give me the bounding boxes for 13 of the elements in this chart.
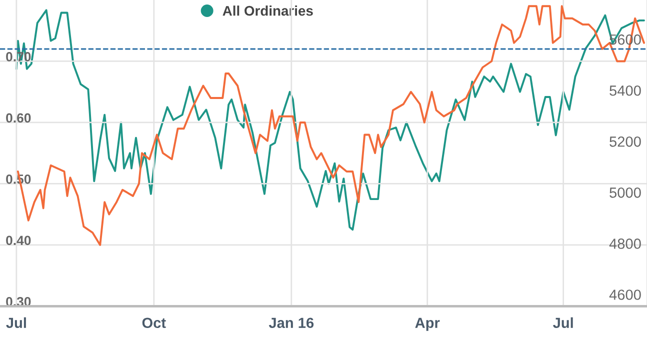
x-tick-label: Jul — [6, 317, 26, 328]
x-tick-label: Jul — [553, 317, 573, 328]
x-tick-label: Jan 16 — [268, 318, 314, 328]
x-tick-label: Oct — [142, 318, 166, 328]
y-tick-label: 0.40 — [6, 236, 31, 246]
x-tick-label: Apr — [415, 318, 440, 331]
y-tick-label: 0.60 — [6, 113, 31, 123]
y2-tick-label: 5400 — [610, 85, 641, 96]
y2-tick-label: 5200 — [610, 136, 641, 147]
y2-tick-label: 4600 — [609, 290, 641, 300]
y2-tick-label: 4800 — [609, 238, 641, 249]
legend-label: All Ordinaries — [222, 6, 313, 16]
y2-tick-label: 5000 — [610, 188, 641, 198]
